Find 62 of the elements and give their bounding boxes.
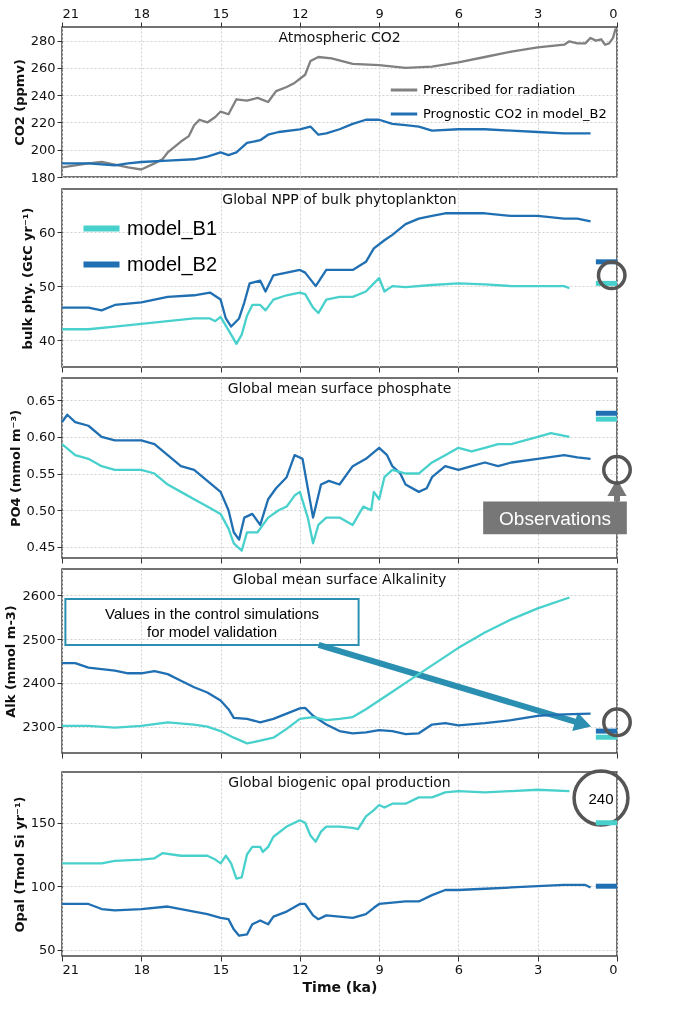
y-tick-label: 0.60 — [26, 429, 56, 445]
y-tick-label: 0.65 — [26, 392, 56, 408]
y-tick-label: 220 — [30, 114, 56, 130]
x-tick-label: 9 — [375, 961, 384, 977]
y-tick-label: 2600 — [22, 587, 56, 603]
x-tick-label: 12 — [292, 5, 309, 21]
y-tick-label: 180 — [30, 169, 56, 185]
y-tick-label: 200 — [30, 142, 56, 158]
x-tick-label: 3 — [534, 961, 543, 977]
y-tick-label: 60 — [38, 224, 56, 240]
x-tick-label: 6 — [454, 961, 464, 977]
chart-title: Global mean surface phosphate — [227, 380, 452, 396]
chart-title: Global NPP of bulk phytoplankton — [222, 191, 457, 207]
y-tick-label: 280 — [30, 33, 56, 49]
line-series — [60, 883, 592, 937]
chart-title: Global mean surface Alkalinity — [232, 571, 447, 587]
x-axis-title: Time (ka) — [302, 978, 378, 995]
x-tick-label: 0 — [609, 5, 618, 21]
y-tick-label: 0.55 — [26, 466, 56, 482]
x-tick-label: 15 — [212, 961, 230, 977]
x-tick-label: 3 — [534, 5, 543, 21]
annotation: Observations — [499, 507, 611, 529]
x-tick-label: 6 — [454, 5, 464, 21]
line-series — [60, 276, 571, 345]
line-series — [60, 662, 592, 736]
y-tick-label: 0.45 — [26, 539, 56, 555]
legend-label: model_B1 — [127, 216, 218, 240]
x-tick-label: 21 — [62, 961, 80, 977]
annotation: Values in the control simulations for model validation — [105, 605, 319, 640]
y-axis-title: CO2 (ppmv) — [11, 59, 27, 146]
y-tick-label: 50 — [38, 942, 56, 958]
legend-label: model_B2 — [127, 252, 218, 276]
y-tick-label: 150 — [30, 815, 56, 831]
annotation: 240 — [588, 790, 614, 807]
y-tick-label: 0.50 — [26, 502, 56, 518]
line-series — [60, 788, 571, 880]
chart-title: Global biogenic opal production — [228, 774, 451, 790]
y-tick-label: 50 — [38, 278, 56, 294]
y-axis-title: bulk phy. (GtC yr⁻¹) — [19, 207, 35, 350]
line-series — [60, 27, 617, 171]
y-tick-label: 2400 — [22, 675, 56, 691]
x-tick-label: 18 — [133, 5, 151, 21]
chart-title: Atmospheric CO2 — [278, 29, 401, 45]
line-series — [60, 596, 571, 745]
legend-label: Prescribed for radiation — [423, 82, 576, 97]
y-axis-title: PO4 (mmol m⁻³) — [7, 409, 23, 528]
line-series — [60, 212, 592, 328]
x-tick-label: 21 — [62, 5, 80, 21]
y-tick-label: 2500 — [22, 631, 56, 647]
x-tick-label: 15 — [212, 5, 230, 21]
y-tick-label: 100 — [30, 878, 56, 894]
x-tick-label: 12 — [292, 961, 309, 977]
y-tick-label: 40 — [38, 332, 56, 348]
y-tick-label: 260 — [30, 60, 56, 76]
x-tick-label: 18 — [133, 961, 151, 977]
y-tick-label: 240 — [30, 87, 56, 103]
legend-label: Prognostic CO2 in model_B2 — [423, 106, 607, 121]
x-tick-label: 9 — [375, 5, 384, 21]
y-axis-title: Alk (mmol m-3) — [3, 605, 19, 718]
y-axis-title: Opal (Tmol Si yr⁻¹) — [11, 796, 27, 933]
x-tick-label: 0 — [609, 961, 618, 977]
y-tick-label: 2300 — [22, 719, 56, 735]
